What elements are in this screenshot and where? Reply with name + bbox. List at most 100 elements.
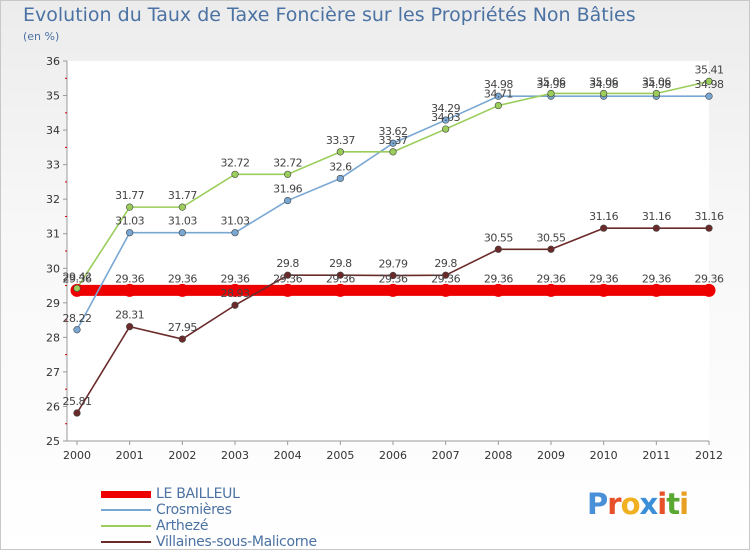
data-label: 34.03 [431, 111, 460, 124]
data-point [386, 283, 400, 297]
data-label: 25.81 [63, 395, 92, 408]
x-tick-label: 2007 [432, 449, 460, 462]
data-point [73, 409, 81, 417]
data-label: 31.03 [168, 215, 197, 228]
logo-letter: t [666, 487, 680, 521]
x-tick-label: 2003 [221, 449, 249, 462]
logo-letter: x [639, 487, 659, 521]
data-point [178, 203, 186, 211]
legend-item: LE BAILLEUL [101, 486, 317, 502]
data-point [702, 283, 716, 297]
legend-label: Arthezé [156, 518, 209, 534]
data-point [494, 245, 502, 253]
data-label: 31.16 [695, 210, 724, 223]
x-tick-label: 2004 [274, 449, 302, 462]
data-label: 35.06 [642, 75, 671, 88]
data-label: 31.96 [273, 183, 302, 196]
data-label: 28.22 [63, 312, 92, 325]
data-point [73, 326, 81, 334]
data-point [544, 283, 558, 297]
data-point [491, 283, 505, 297]
data-label: 29.36 [379, 272, 408, 285]
data-point [336, 174, 344, 183]
data-point [649, 283, 663, 297]
data-label: 35.06 [589, 75, 618, 88]
legend: LE BAILLEUL Crosmières Arthezé Villaines… [101, 486, 317, 550]
data-label: 34.98 [589, 78, 618, 91]
data-label: 29.8 [276, 257, 299, 270]
legend-swatch [101, 509, 151, 511]
data-label: 32.72 [273, 156, 302, 169]
data-label: 29.42 [63, 270, 92, 283]
data-point [284, 170, 292, 178]
data-label: 29.36 [115, 272, 144, 285]
data-point [439, 283, 453, 297]
data-label: 30.55 [484, 231, 513, 244]
legend-swatch [101, 490, 151, 498]
legend-item: Villaines-sous-Malicorne [101, 534, 317, 550]
y-tick-label: 27 [46, 366, 60, 379]
data-label: 31.77 [168, 189, 197, 202]
data-point [597, 283, 611, 297]
data-point [126, 229, 134, 237]
data-label: 32.72 [221, 156, 250, 169]
data-point [336, 148, 344, 156]
data-label: 31.16 [589, 210, 618, 223]
data-point [389, 148, 397, 156]
data-point [284, 271, 292, 279]
data-point [705, 77, 713, 85]
data-label: 33.62 [379, 125, 408, 138]
data-point [547, 245, 555, 253]
data-point [652, 89, 660, 98]
data-point [600, 89, 608, 98]
x-tick-label: 2011 [642, 449, 670, 462]
y-tick-label: 33 [46, 159, 60, 172]
y-tick-label: 30 [46, 262, 60, 275]
legend-label: Crosmières [156, 502, 232, 518]
data-point [652, 224, 660, 232]
legend-label: LE BAILLEUL [156, 486, 240, 502]
data-label: 29.36 [589, 272, 618, 285]
data-label: 34.98 [642, 78, 671, 91]
data-point [705, 224, 713, 232]
logo-letter: o [620, 487, 641, 521]
data-label: 34.98 [484, 78, 513, 91]
data-label: 29.36 [273, 272, 302, 285]
x-tick-label: 2000 [63, 449, 91, 462]
legend-item: Crosmières [101, 502, 317, 518]
data-label: 34.29 [431, 102, 460, 115]
data-label: 28.31 [115, 309, 144, 322]
logo-letter: i [679, 487, 689, 521]
data-label: 29.36 [484, 272, 513, 285]
data-point [231, 229, 239, 237]
proxiti-logo: Proxiti [587, 487, 689, 521]
legend-item: Arthezé [101, 518, 317, 534]
legend-label: Villaines-sous-Malicorne [156, 534, 317, 550]
data-point [389, 139, 397, 147]
data-point [494, 101, 502, 110]
data-label: 34.98 [537, 78, 566, 91]
data-label: 29.36 [537, 272, 566, 285]
x-tick-label: 2012 [695, 449, 723, 462]
y-tick-label: 25 [46, 435, 60, 448]
x-tick-label: 2005 [326, 449, 354, 462]
data-label: 29.36 [642, 272, 671, 285]
y-tick-label: 28 [46, 331, 60, 344]
data-label: 29.36 [431, 272, 460, 285]
data-label: 29.36 [63, 272, 92, 285]
data-label: 31.16 [642, 210, 671, 223]
data-label: 31.03 [221, 215, 250, 228]
unit-label: (en %) [23, 30, 60, 43]
data-label: 31.77 [115, 189, 144, 202]
data-label: 30.55 [537, 231, 566, 244]
chart-title: Evolution du Taux de Taxe Foncière sur l… [23, 4, 636, 26]
data-point [705, 92, 713, 100]
data-point [126, 203, 134, 211]
data-point [73, 284, 81, 292]
data-point [126, 323, 134, 331]
data-point [178, 335, 186, 343]
logo-letter: P [587, 487, 608, 521]
data-label: 31.03 [115, 215, 144, 228]
y-tick-label: 26 [46, 400, 60, 413]
y-tick-label: 32 [46, 193, 60, 206]
